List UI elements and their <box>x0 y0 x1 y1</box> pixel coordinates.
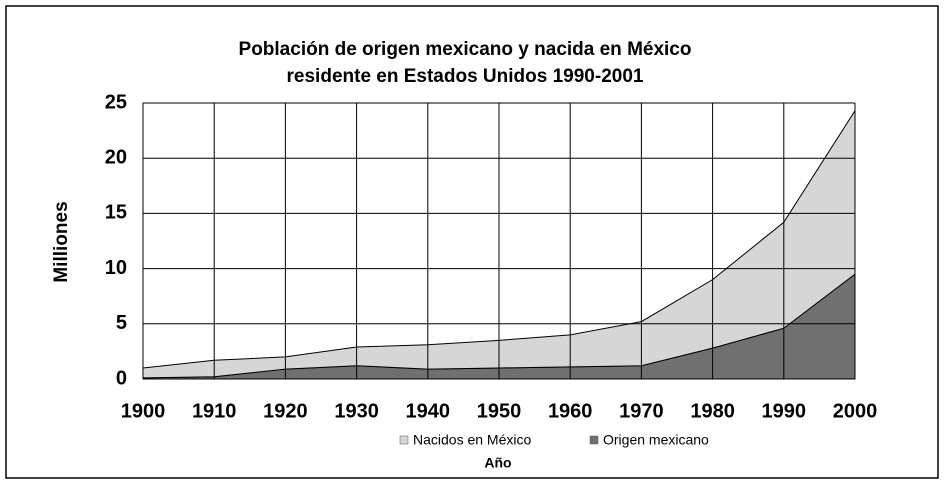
x-tick-label: 1910 <box>192 400 237 422</box>
chart-title: Población de origen mexicano y nacida en… <box>239 39 692 60</box>
y-axis-label: Milliones <box>51 201 72 282</box>
y-tick-label: 20 <box>105 146 127 168</box>
y-tick-label: 5 <box>116 312 127 334</box>
x-tick-label: 1970 <box>619 400 664 422</box>
legend-label: Nacidos en México <box>413 432 531 448</box>
y-tick-label: 25 <box>105 91 127 113</box>
x-axis-label: Año <box>484 455 511 471</box>
x-tick-label: 1950 <box>477 400 522 422</box>
x-tick-label: 1940 <box>406 400 451 422</box>
frame <box>5 5 939 479</box>
x-tick-label: 1990 <box>762 400 807 422</box>
x-tick-label: 2000 <box>833 400 878 422</box>
x-tick-label: 1980 <box>690 400 735 422</box>
x-tick-label: 1920 <box>263 400 308 422</box>
legend-swatch <box>399 435 409 445</box>
y-tick-label: 10 <box>105 257 127 279</box>
legend-label: Origen mexicano <box>603 432 709 448</box>
x-tick-label: 1900 <box>121 400 166 422</box>
y-tick-label: 15 <box>105 202 127 224</box>
x-tick-label: 1960 <box>548 400 593 422</box>
y-tick-label: 0 <box>116 367 127 389</box>
chart-title: residente en Estados Unidos 1990-2001 <box>287 66 644 87</box>
legend-swatch <box>589 435 599 445</box>
x-tick-label: 1930 <box>334 400 379 422</box>
